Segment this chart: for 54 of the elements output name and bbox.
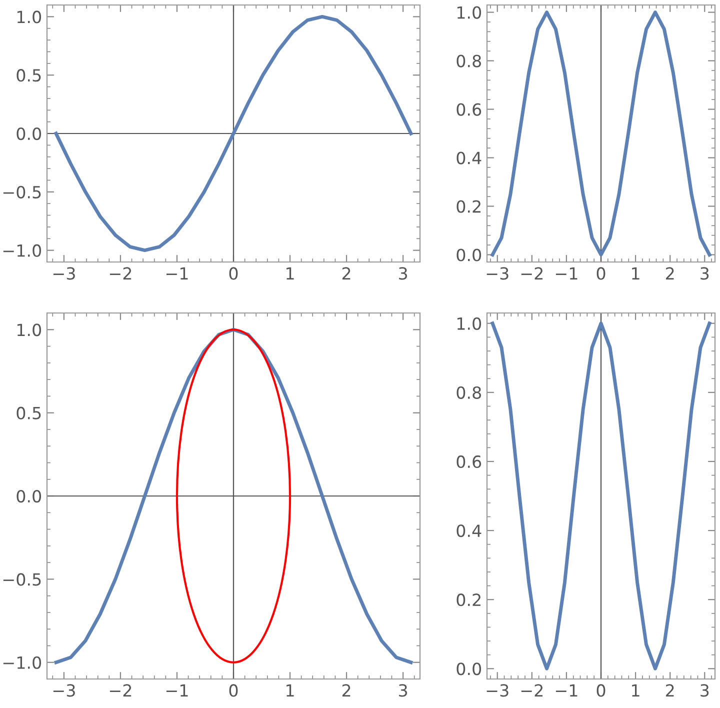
line-series <box>490 10 712 256</box>
y-tick-label: −0.5 <box>3 573 41 586</box>
line-series <box>54 14 413 252</box>
x-tick-label: −3 <box>53 267 75 280</box>
y-tick-label: −1.0 <box>3 656 42 669</box>
x-tick-label: 2 <box>666 684 674 697</box>
x-tick-label: 0 <box>596 684 606 697</box>
y-tick-label: 1.0 <box>457 317 482 330</box>
x-tick-label: −2 <box>521 267 543 280</box>
x-tick-label: 0 <box>229 267 238 280</box>
line-series <box>54 328 413 664</box>
x-tick-label: −1 <box>166 684 188 697</box>
y-tick-label: 0.6 <box>456 455 482 468</box>
y-tick-label: 0.2 <box>456 594 480 606</box>
x-tick-label: 2 <box>342 684 350 697</box>
x-tick-label: −2 <box>110 684 132 697</box>
y-tick-label: 0.2 <box>456 200 480 213</box>
y-tick-label: 0.8 <box>456 386 481 399</box>
y-tick-label: −1.0 <box>3 244 42 257</box>
x-tick-label: −3 <box>53 684 75 697</box>
x-tick-label: 3 <box>399 267 408 280</box>
y-tick-label: 0.4 <box>456 524 482 538</box>
x-tick-label: 3 <box>399 684 408 697</box>
x-tick-label: −2 <box>110 267 132 280</box>
y-tick-label: 1.0 <box>457 6 482 19</box>
x-tick-label: −3 <box>486 267 508 280</box>
y-tick-label: 1.0 <box>17 324 42 336</box>
x-tick-label: 2 <box>342 267 350 280</box>
x-tick-label: 0 <box>596 267 606 280</box>
y-tick-label: 1.0 <box>17 10 42 24</box>
y-tick-label: −0.5 <box>3 186 41 198</box>
x-tick-label: 3 <box>700 684 709 697</box>
x-tick-label: −1 <box>556 267 578 280</box>
x-tick-label: −1 <box>166 267 188 280</box>
x-tick-label: −3 <box>486 684 508 697</box>
y-tick-label: 0.5 <box>16 69 41 82</box>
x-tick-label: 1 <box>286 684 294 697</box>
line-series <box>490 322 712 670</box>
x-tick-label: 3 <box>700 267 709 280</box>
x-tick-label: −2 <box>521 684 543 697</box>
x-tick-label: 2 <box>666 267 674 280</box>
y-tick-label: 0.0 <box>456 662 482 676</box>
y-tick-label: 0.8 <box>456 54 481 68</box>
y-tick-label: 0.4 <box>456 152 482 164</box>
x-tick-label: 0 <box>229 684 238 697</box>
y-tick-label: 0.6 <box>456 103 482 116</box>
x-tick-label: 1 <box>632 684 640 697</box>
y-tick-label: 0.0 <box>456 248 482 262</box>
y-tick-label: 0.5 <box>16 406 41 420</box>
x-tick-label: 1 <box>286 267 294 280</box>
x-tick-label: 1 <box>632 267 640 280</box>
x-tick-label: −1 <box>556 684 578 697</box>
y-tick-label: 0.0 <box>16 490 42 503</box>
y-tick-label: 0.0 <box>16 127 42 140</box>
